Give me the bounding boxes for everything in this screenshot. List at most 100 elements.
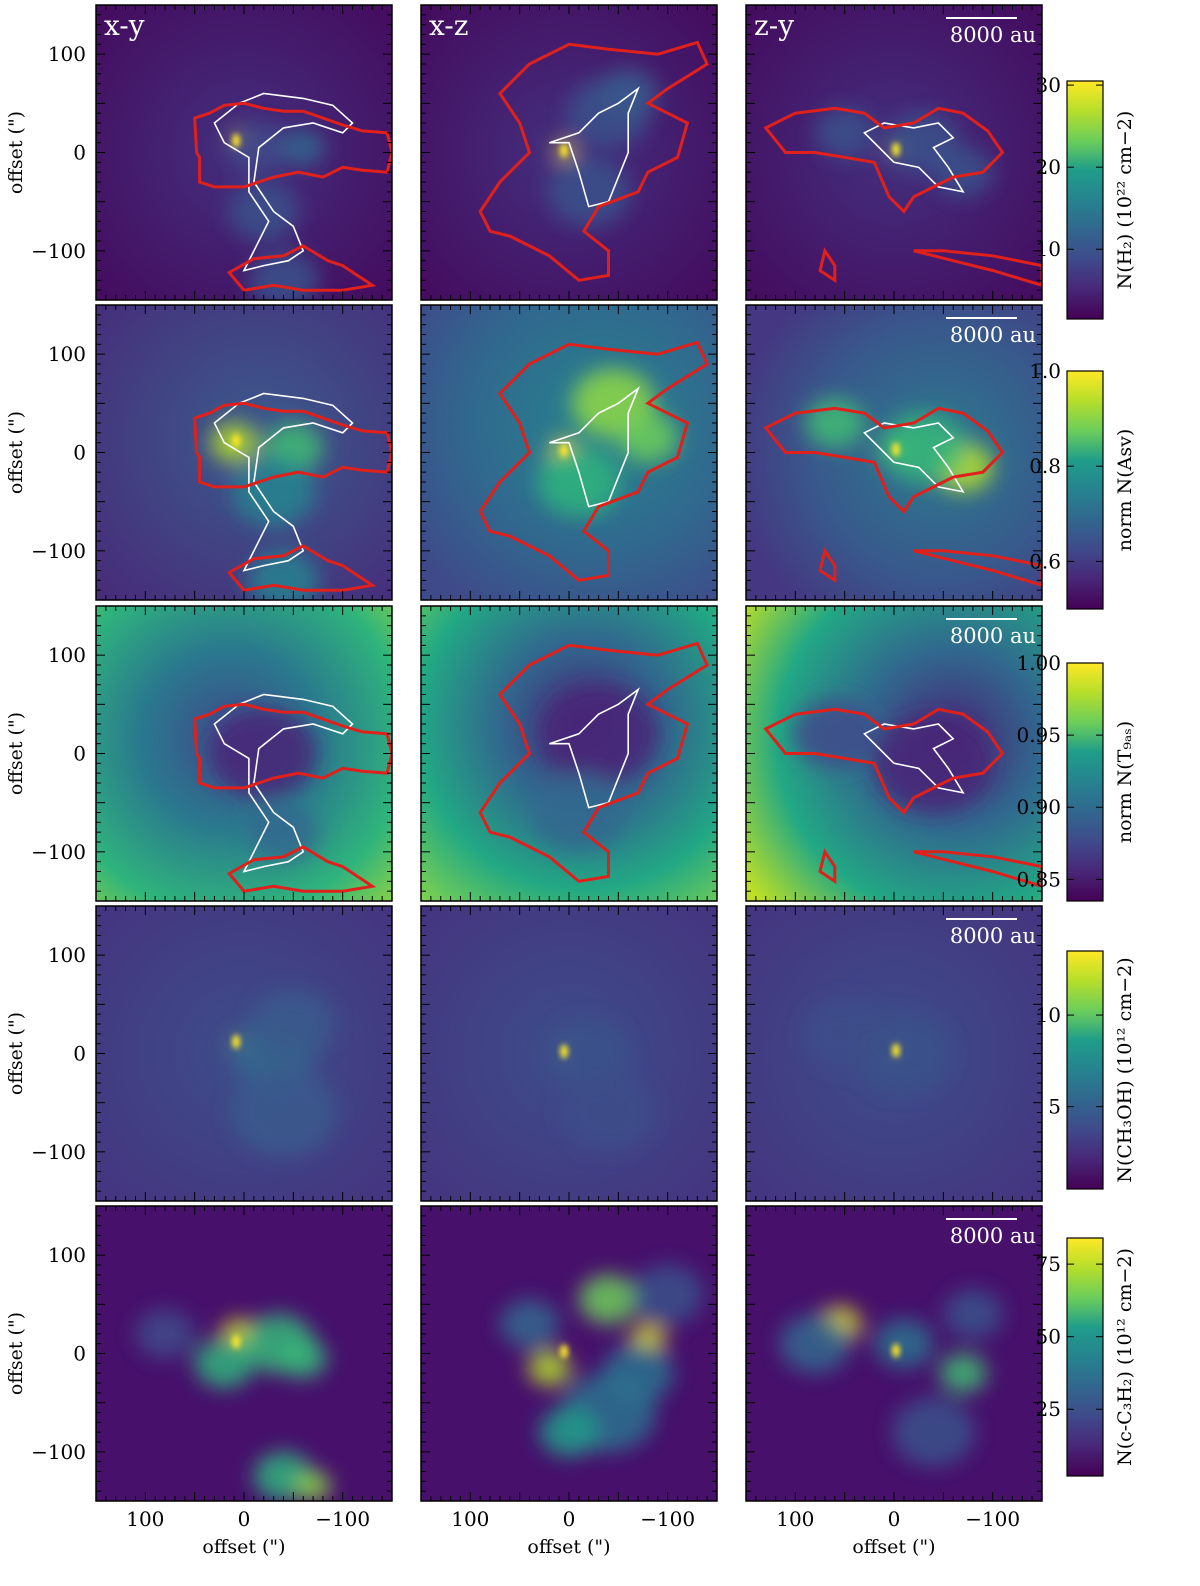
contour-inner <box>549 386 640 508</box>
colorbar-tick-label: 5 <box>1048 1095 1061 1119</box>
colorbar-tick-label: 0.90 <box>1016 795 1061 819</box>
panel-c3-x-z: 100 0 −100 <box>420 1205 718 1531</box>
contour-outer <box>818 547 837 584</box>
heatmap-blob <box>547 157 631 227</box>
heatmap-blob <box>251 989 335 1059</box>
x-tick-label: −100 <box>640 1507 695 1531</box>
y-tick-label: 100 <box>48 943 86 967</box>
contour-inner <box>549 86 640 208</box>
colorbar-tick-label: 0.8 <box>1029 454 1061 478</box>
colorbar-h2: 10 20 30 N(H₂) (10²² cm−2) <box>1036 73 1136 320</box>
colorbar-label: N(H₂) (10²² cm−2) <box>1114 111 1136 290</box>
y-axis-label: offset (") <box>5 111 27 194</box>
panel-ch3-x-z <box>420 905 718 1202</box>
y-tick-label: −100 <box>31 239 86 263</box>
peak-marker <box>232 1034 241 1049</box>
contour-outer <box>226 544 377 592</box>
colorbar-gradient <box>1066 370 1104 610</box>
heatmap-blob <box>232 457 316 527</box>
panel-c3-z-y: 8000 au 100 0 −100 <box>745 1205 1043 1531</box>
contour-inner <box>549 687 640 809</box>
heatmap-field <box>230 989 337 1157</box>
heatmap-blob <box>602 1343 674 1403</box>
colorbar-tick-label: 1.00 <box>1016 651 1061 675</box>
heatmap-blob <box>815 108 875 158</box>
axis-ticks <box>745 905 1043 1202</box>
x-axis-label: offset (") <box>202 1536 285 1558</box>
heatmap-blob <box>194 1338 254 1389</box>
y-tick-label: 0 <box>73 1042 86 1066</box>
heatmap-blob <box>618 413 678 463</box>
heatmap-blob <box>539 684 658 784</box>
peak-marker <box>891 442 900 457</box>
contour-outer <box>818 848 837 885</box>
heatmap-blob <box>228 181 300 242</box>
peak-marker <box>891 1343 900 1358</box>
scale-bar-label: 8000 au <box>950 1224 1036 1248</box>
heatmap-blob <box>279 1338 327 1379</box>
colorbar-label: norm N(Asv) <box>1114 429 1136 551</box>
contour-outer <box>913 850 1042 888</box>
axis-ticks <box>745 4 1043 301</box>
contour-inner <box>863 422 965 493</box>
panel-c3-x-y: 100 0 −100 100 0 −100 <box>31 1205 393 1531</box>
colorbar-gradient <box>1066 1237 1104 1477</box>
panel-asv-x-y: 100 0 −100 <box>31 304 393 601</box>
axis-ticks <box>95 1205 393 1502</box>
colorbar-tick-label: 20 <box>1036 155 1061 179</box>
contour-inner <box>863 122 965 193</box>
heatmap-blob <box>632 1264 704 1325</box>
y-tick-label: −100 <box>31 539 86 563</box>
colorbar-label: N(CH₃OH) (10¹² cm−2) <box>1114 957 1136 1182</box>
colorbars: 10 20 30 N(H₂) (10²² cm−2) 0.6 0.8 1.0 norm N(A… <box>1016 73 1136 1477</box>
colorbar-tick-label: 1.0 <box>1029 359 1061 383</box>
x-tick-label: 0 <box>563 1507 576 1531</box>
panel-h2-z-y: z-y 8000 au <box>745 4 1043 301</box>
panel-ch3-x-y: 100 0 −100 <box>31 905 393 1202</box>
y-axis-label: offset (") <box>5 411 27 494</box>
colorbar-gradient <box>1066 950 1104 1190</box>
heatmap-blob <box>578 1274 639 1325</box>
panel-ch3-z-y: 8000 au <box>745 905 1043 1202</box>
panel-grid: x-y 100 0 −100 x-z z-y 8000 au 100 0 −100 8000 au 1… <box>31 4 1043 1531</box>
contour-outer <box>478 40 710 282</box>
peak-marker <box>560 443 569 458</box>
axis-ticks <box>95 4 393 301</box>
heatmap-blob <box>779 1314 851 1374</box>
contour-outer <box>913 249 1042 287</box>
y-tick-label: 100 <box>48 643 86 667</box>
x-tick-label: 0 <box>238 1507 251 1531</box>
axis-ticks <box>95 304 393 601</box>
axis-ticks <box>745 304 1043 601</box>
axis-ticks <box>420 4 718 301</box>
panel-asv-x-z <box>420 304 718 601</box>
axis-ticks <box>420 605 718 902</box>
axis-ticks <box>420 905 718 1202</box>
heatmap-blob <box>539 1407 599 1457</box>
contour-outer <box>763 406 1005 514</box>
heatmap-blob <box>933 147 993 197</box>
heatmap-blob <box>943 1289 1003 1339</box>
projection-label: z-y <box>754 9 794 42</box>
scale-bar-label: 8000 au <box>950 23 1036 47</box>
peak-marker <box>891 142 900 157</box>
x-axis-label: offset (") <box>852 1536 935 1558</box>
peak-marker <box>560 143 569 158</box>
colorbar-label: N(c-C₃H₂) (10¹² cm−2) <box>1114 1248 1136 1466</box>
heatmap-blob <box>874 1319 934 1369</box>
panel-tg-x-z <box>420 605 718 902</box>
colorbar-ch3: 5 10 N(CH₃OH) (10¹² cm−2) <box>1036 950 1136 1190</box>
y-tick-label: −100 <box>31 1440 86 1464</box>
x-tick-label: −100 <box>315 1507 370 1531</box>
y-tick-label: −100 <box>31 840 86 864</box>
colorbar-gradient <box>1066 662 1104 902</box>
x-tick-label: −100 <box>965 1507 1020 1531</box>
peak-marker <box>232 133 241 148</box>
scale-bar-label: 8000 au <box>950 924 1036 948</box>
colorbar-tick-label: 10 <box>1036 237 1061 261</box>
peak-marker <box>232 1334 241 1349</box>
axis-ticks <box>420 1205 718 1502</box>
y-tick-label: 0 <box>73 441 86 465</box>
colorbar-tick-label: 10 <box>1036 1003 1061 1027</box>
